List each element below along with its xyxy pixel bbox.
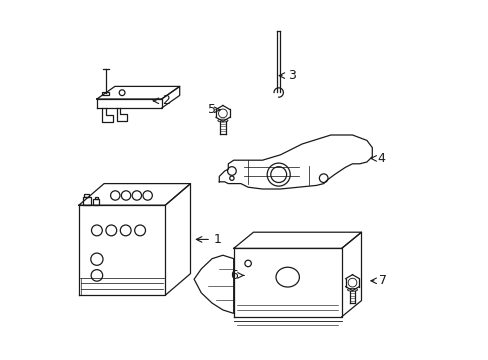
Text: 7: 7	[370, 274, 386, 287]
Bar	[93, 199, 99, 205]
Bar	[84, 194, 89, 197]
Text: 1: 1	[196, 233, 222, 246]
Text: 5: 5	[208, 103, 220, 116]
Bar	[82, 197, 90, 205]
Bar	[102, 91, 109, 94]
Text: 2: 2	[153, 94, 169, 107]
Bar	[94, 197, 98, 199]
Text: 4: 4	[370, 152, 385, 165]
Text: 3: 3	[279, 69, 295, 82]
Text: 6: 6	[230, 269, 243, 282]
